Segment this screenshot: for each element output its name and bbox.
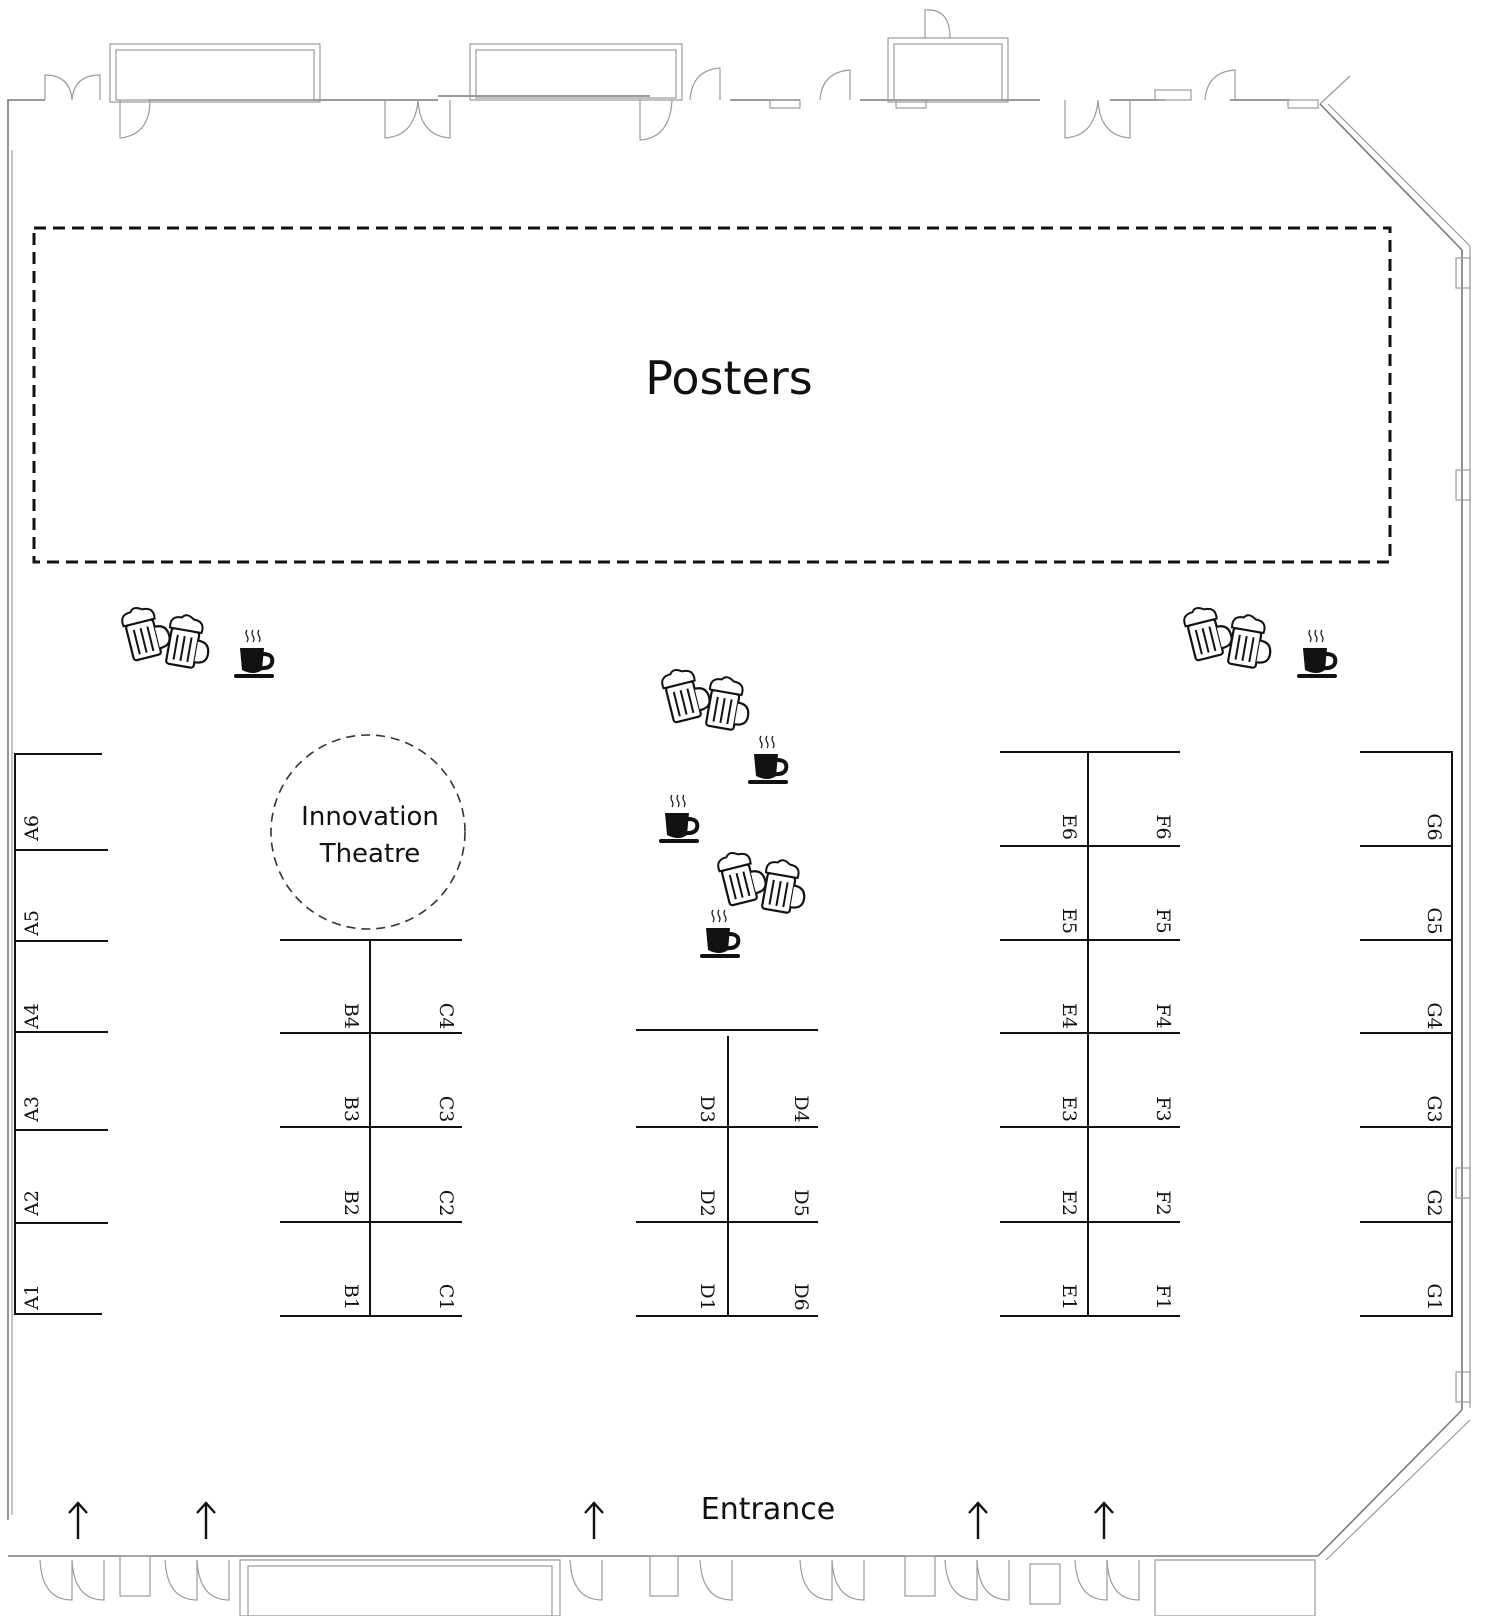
up-arrow-icon bbox=[195, 1501, 217, 1541]
up-arrow-icon bbox=[967, 1501, 989, 1541]
booth-label-f2[interactable]: F2 bbox=[1152, 1190, 1174, 1215]
booth-label-f3[interactable]: F3 bbox=[1152, 1096, 1174, 1121]
booth-label-d1[interactable]: D1 bbox=[696, 1283, 718, 1310]
booth-label-b3[interactable]: B3 bbox=[340, 1096, 362, 1122]
booth-label-f6[interactable]: F6 bbox=[1152, 814, 1174, 839]
booth-label-e6[interactable]: E6 bbox=[1058, 814, 1080, 840]
booth-row-g bbox=[1360, 751, 1453, 1317]
entrance-label: Entrance bbox=[701, 1492, 835, 1527]
coffee-cup-icon bbox=[232, 628, 276, 680]
innovation-theatre-area bbox=[270, 734, 466, 930]
booth-label-g1[interactable]: G1 bbox=[1423, 1283, 1445, 1310]
coffee-cup-icon bbox=[657, 793, 701, 845]
coffee-cup-icon bbox=[746, 734, 790, 786]
booth-block-d bbox=[636, 1029, 818, 1317]
booth-label-g6[interactable]: G6 bbox=[1423, 813, 1445, 840]
booth-label-d6[interactable]: D6 bbox=[790, 1283, 812, 1310]
booth-label-d5[interactable]: D5 bbox=[790, 1189, 812, 1216]
booth-label-f4[interactable]: F4 bbox=[1152, 1003, 1174, 1028]
booth-label-c4[interactable]: C4 bbox=[435, 1003, 457, 1030]
booth-label-d2[interactable]: D2 bbox=[696, 1189, 718, 1216]
booth-label-e2[interactable]: E2 bbox=[1058, 1190, 1080, 1216]
booth-label-e4[interactable]: E4 bbox=[1058, 1003, 1080, 1029]
beer-mugs-icon bbox=[1182, 602, 1276, 671]
booth-label-a6[interactable]: A6 bbox=[21, 815, 43, 842]
booth-label-f1[interactable]: F1 bbox=[1152, 1284, 1174, 1309]
beer-mugs-icon bbox=[120, 602, 214, 671]
beer-mugs-icon bbox=[660, 664, 754, 733]
booth-label-c3[interactable]: C3 bbox=[435, 1096, 457, 1123]
coffee-cup-icon bbox=[1295, 628, 1339, 680]
theatre-label-line2: Theatre bbox=[319, 839, 421, 869]
beer-mugs-icon bbox=[716, 847, 810, 916]
booth-label-d4[interactable]: D4 bbox=[790, 1095, 812, 1122]
booth-label-c2[interactable]: C2 bbox=[435, 1190, 457, 1217]
booth-label-e3[interactable]: E3 bbox=[1058, 1096, 1080, 1122]
booth-block-bc bbox=[280, 939, 462, 1317]
booth-label-d3[interactable]: D3 bbox=[696, 1095, 718, 1122]
booth-label-b2[interactable]: B2 bbox=[340, 1190, 362, 1216]
booth-label-a1[interactable]: A1 bbox=[21, 1284, 43, 1311]
up-arrow-icon bbox=[1093, 1501, 1115, 1541]
posters-area bbox=[32, 226, 1392, 564]
up-arrow-icon bbox=[583, 1501, 605, 1541]
booth-row-a bbox=[14, 753, 108, 1315]
booth-label-b1[interactable]: B1 bbox=[340, 1284, 362, 1310]
booth-block-ef bbox=[1000, 751, 1180, 1317]
building-walls bbox=[7, 9, 1471, 1616]
booth-label-f5[interactable]: F5 bbox=[1152, 908, 1174, 933]
booth-label-a3[interactable]: A3 bbox=[21, 1096, 43, 1123]
booth-label-a4[interactable]: A4 bbox=[21, 1003, 43, 1030]
booth-label-b4[interactable]: B4 bbox=[340, 1003, 362, 1029]
booth-label-c1[interactable]: C1 bbox=[435, 1284, 457, 1311]
booth-label-a5[interactable]: A5 bbox=[21, 910, 43, 937]
up-arrow-icon bbox=[67, 1501, 89, 1541]
booth-label-g5[interactable]: G5 bbox=[1423, 907, 1445, 934]
booth-label-e1[interactable]: E1 bbox=[1058, 1284, 1080, 1310]
posters-label: Posters bbox=[645, 351, 812, 405]
booth-label-e5[interactable]: E5 bbox=[1058, 908, 1080, 934]
booth-label-a2[interactable]: A2 bbox=[21, 1190, 43, 1217]
theatre-label-line1: Innovation bbox=[301, 802, 439, 832]
booth-label-g4[interactable]: G4 bbox=[1423, 1002, 1445, 1029]
booth-label-g2[interactable]: G2 bbox=[1423, 1189, 1445, 1216]
booth-label-g3[interactable]: G3 bbox=[1423, 1095, 1445, 1122]
coffee-cup-icon bbox=[698, 908, 742, 960]
